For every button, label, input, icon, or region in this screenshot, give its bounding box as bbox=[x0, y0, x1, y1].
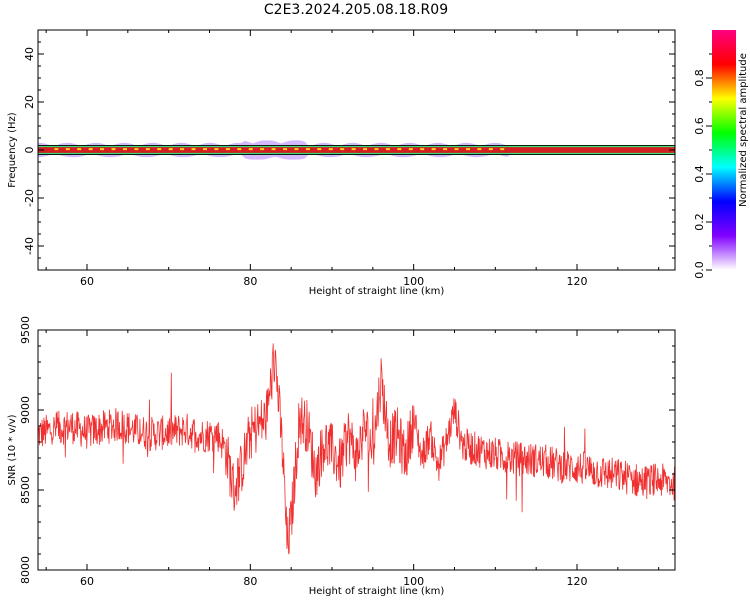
band-fleck bbox=[340, 148, 345, 151]
top-ytick-label: 40 bbox=[23, 47, 36, 61]
figure-title: C2E3.2024.205.08.18.R09 bbox=[264, 2, 448, 18]
band-fleck bbox=[443, 148, 448, 151]
top-xlabel: Height of straight line (km) bbox=[309, 286, 445, 297]
top-ytick-label: 20 bbox=[23, 95, 36, 109]
colorbar-tick-label: 0.6 bbox=[693, 117, 706, 135]
top-xtick-label: 60 bbox=[80, 275, 94, 288]
bottom-ylabel: SNR (10 * v/v) bbox=[7, 414, 18, 485]
bottom-plot-frame bbox=[37, 329, 676, 571]
band-fleck bbox=[65, 148, 70, 151]
colorbar-tick-label: 0.8 bbox=[693, 69, 706, 87]
top-ytick-label: 0 bbox=[23, 147, 36, 154]
band-fleck bbox=[202, 148, 207, 151]
band-fleck bbox=[145, 148, 150, 151]
band-fleck bbox=[122, 148, 127, 151]
band-fleck bbox=[134, 148, 139, 151]
band-fleck bbox=[283, 148, 287, 151]
band-fleck bbox=[100, 148, 105, 151]
band-fleck bbox=[157, 148, 162, 151]
band-fleck bbox=[317, 148, 322, 151]
colorbar-tick-label: 0.4 bbox=[693, 165, 706, 183]
top-xtick-label: 80 bbox=[243, 275, 257, 288]
bottom-xtick-label: 120 bbox=[567, 575, 588, 588]
band-fleck bbox=[385, 148, 390, 151]
snr-series-line bbox=[37, 343, 676, 555]
band-fleck bbox=[500, 148, 505, 151]
top-xtick-label: 100 bbox=[403, 275, 424, 288]
bottom-xtick-label: 60 bbox=[80, 575, 94, 588]
band-fleck bbox=[77, 148, 82, 151]
bottom-xtick-label: 80 bbox=[243, 575, 257, 588]
spectrogram-panel: 60 80 100 120 -40 -20 0 20 40 Height of straight … bbox=[7, 29, 676, 297]
bottom-xlabel: Height of straight line (km) bbox=[309, 586, 445, 597]
band-fleck bbox=[431, 148, 436, 151]
band-fleck bbox=[408, 148, 413, 151]
band-fleck bbox=[374, 148, 379, 151]
top-ytick-label: -40 bbox=[23, 237, 36, 255]
top-ylabel: Frequency (Hz) bbox=[7, 112, 18, 188]
band-fleck bbox=[191, 148, 196, 151]
band-fleck bbox=[454, 148, 459, 151]
bottom-ytick-label: 8500 bbox=[19, 476, 32, 504]
colorbar-tick-label: 0.0 bbox=[693, 261, 706, 279]
band-fleck bbox=[168, 148, 173, 151]
bottom-ytick-label: 8000 bbox=[19, 556, 32, 584]
band-fleck bbox=[305, 148, 310, 151]
snr-panel: 60 80 100 120 8000 8500 9000 9500 Height of stra… bbox=[7, 316, 676, 597]
band-fleck bbox=[248, 148, 253, 151]
top-xtick-label: 120 bbox=[567, 275, 588, 288]
band-fleck bbox=[271, 148, 276, 151]
colorbar-tick-label: 0.2 bbox=[693, 213, 706, 231]
band-fleck bbox=[225, 148, 230, 151]
colorbar: 0.0 0.2 0.4 0.6 0.8 Normalized spectral ampli… bbox=[693, 30, 749, 279]
band-fleck bbox=[180, 148, 185, 151]
band-fleck bbox=[328, 148, 333, 151]
bottom-xtick-label: 100 bbox=[403, 575, 424, 588]
band-fleck bbox=[111, 148, 116, 151]
band-fleck bbox=[477, 148, 482, 151]
band-fleck bbox=[420, 148, 425, 151]
bottom-ytick-label: 9500 bbox=[19, 316, 32, 344]
bottom-ytick-label: 9000 bbox=[19, 396, 32, 424]
band-core bbox=[38, 147, 675, 153]
band-fleck bbox=[54, 148, 59, 151]
band-fleck bbox=[397, 148, 402, 151]
colorbar-label: Normalized spectral amplitude bbox=[738, 53, 749, 207]
band-fleck bbox=[351, 148, 356, 151]
band-fleck bbox=[294, 148, 299, 151]
band-fleck bbox=[465, 148, 470, 151]
band-fleck bbox=[260, 148, 265, 151]
band-fleck bbox=[363, 148, 368, 151]
band-fleck bbox=[214, 148, 219, 151]
top-ytick-label: -20 bbox=[23, 189, 36, 207]
band-fleck bbox=[88, 148, 93, 151]
band-fleck bbox=[488, 148, 493, 151]
band-fleck bbox=[237, 148, 242, 151]
colorbar-gradient bbox=[712, 30, 736, 270]
